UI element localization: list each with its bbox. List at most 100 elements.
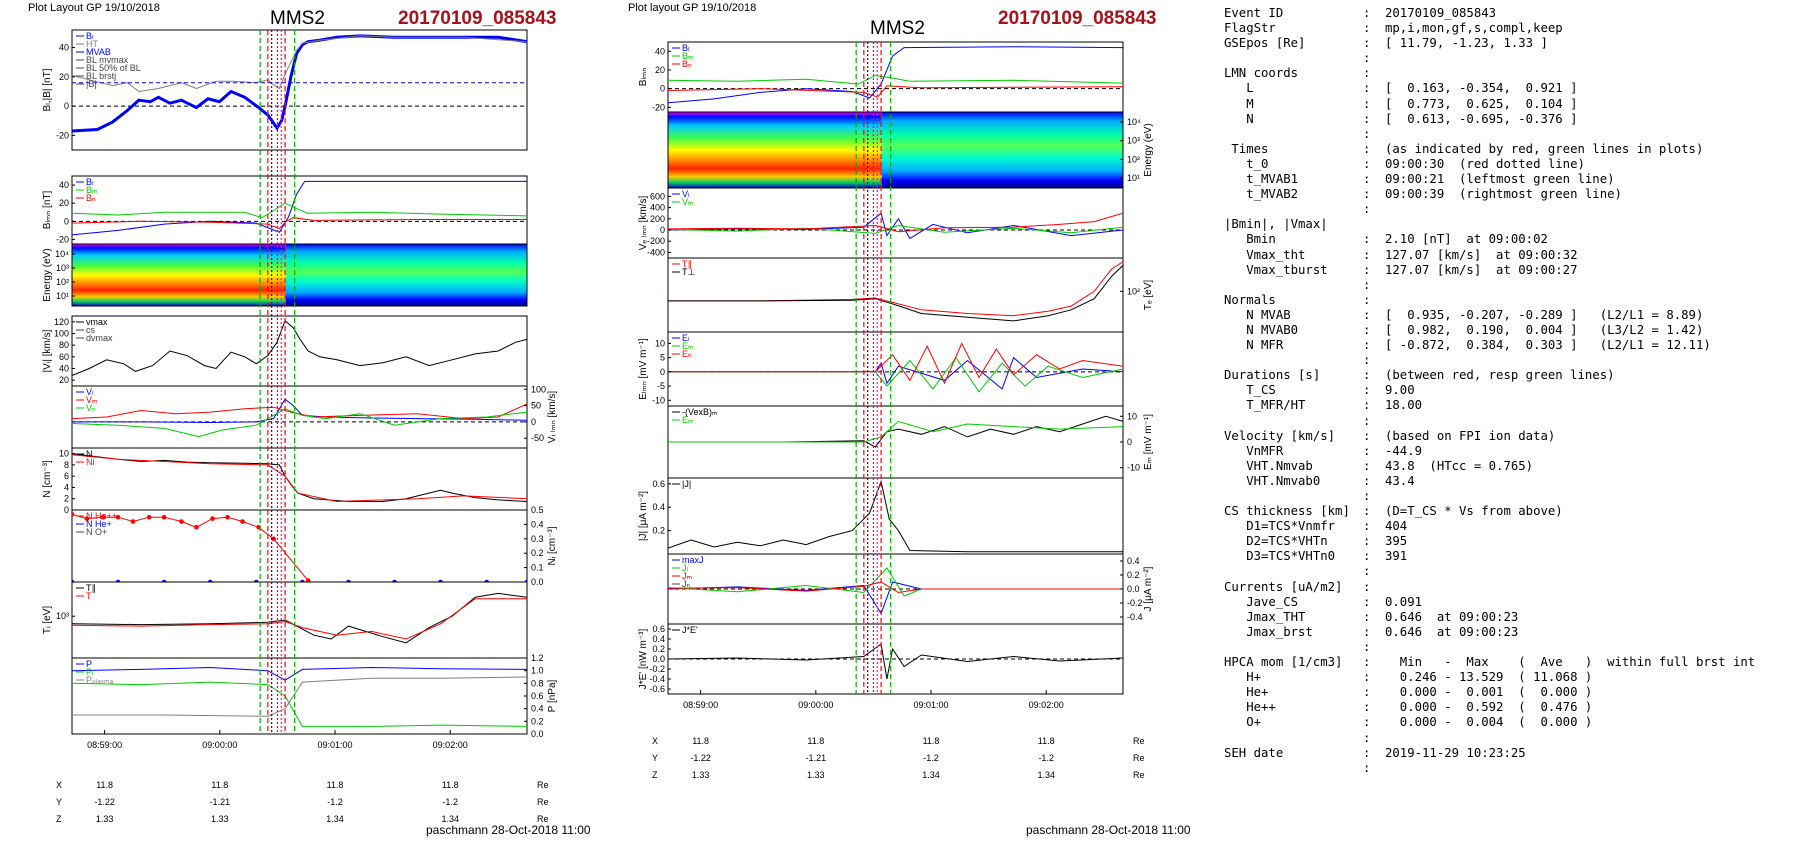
xtick-1: 09:00:00 [798, 700, 833, 710]
info-value: 127.07 [km/s] at 09:00:27 [1385, 262, 1578, 277]
legend-label-vilmn-0: Vₗ [86, 387, 94, 397]
legend-label-je-0: J*E' [682, 625, 698, 635]
ytick-blmn-0: 40 [59, 180, 69, 190]
info-colon: : [1363, 111, 1371, 126]
position-value-0-0: 11.8 [96, 780, 113, 790]
ytick-nhpca-4: 0.1 [531, 563, 544, 573]
info-value: 2.10 [nT] at 09:00:02 [1385, 232, 1548, 247]
info-value: 0.000 - 0.004 ( 0.000 ) [1385, 715, 1593, 730]
position-value-0-0: 11.8 [692, 736, 709, 746]
info-line: Times: (as indicated by red, green lines … [1224, 142, 1800, 157]
legend-label-nhpca-2: N O+ [86, 527, 107, 537]
info-line: t_MVAB2:09:00:39 (rightmost green line) [1224, 187, 1800, 202]
info-colon: : [1363, 655, 1371, 670]
info-line: N MVAB: [ 0.935, -0.207, -0.289 ] (L2/L1 … [1224, 308, 1800, 323]
series-blmn-2 [668, 85, 1123, 98]
info-line: VHT.Nmvab:43.8 (HTcc = 0.765) [1224, 459, 1800, 474]
ytick-elmn-3: -5 [657, 381, 665, 391]
info-line: t_MVAB1:09:00:21 (leftmost green line) [1224, 172, 1800, 187]
info-colon: : [1363, 700, 1371, 715]
ytick-vi-5: 20 [59, 375, 69, 385]
ytick-jlmn-4: -0.4 [1127, 612, 1143, 622]
info-colon: : [1363, 338, 1371, 353]
ytick-elmn-2: 0 [660, 367, 665, 377]
legend-label-em-0: -(VexB)ₘ [682, 407, 718, 417]
legend-label-nhpca-0: N He++ [86, 511, 117, 521]
info-line: Currents [uA/m2]: [1224, 580, 1800, 595]
point-nhpca-1-9 [484, 579, 489, 582]
info-colon: : [1363, 428, 1371, 443]
info-colon: : [1363, 383, 1371, 398]
point-nhpca-1-3 [207, 579, 213, 582]
info-colon: : [1363, 760, 1371, 775]
point-nhpca-0-14 [305, 578, 311, 582]
info-line: FlagStr: mp,i,mon,gf,s,compl,keep [1224, 21, 1800, 36]
info-colon: : [1363, 458, 1371, 473]
ytick-n-3: 4 [64, 482, 69, 492]
point-nhpca-1-6 [346, 579, 351, 582]
info-line: He++: 0.000 - 0.592 ( 0.476 ) [1224, 700, 1800, 715]
ytick-em-0: 10 [1127, 411, 1137, 421]
ytick-j-1: 0.4 [652, 502, 665, 512]
ytick-n-1: 8 [64, 460, 69, 470]
legend-label-ti-0: T∥ [86, 583, 96, 593]
info-colon: : [1363, 141, 1371, 156]
info-line: : [1224, 202, 1800, 217]
position-label-1: Y [56, 797, 62, 807]
ytick-je-3: 0.0 [652, 654, 665, 664]
ytick-ve-4: -200 [647, 236, 665, 246]
position-value-2-1: 1.33 [807, 770, 825, 780]
series-ve-2 [668, 212, 1123, 233]
legend-label-n-1: Ni [86, 457, 95, 467]
info-colon: : [1363, 519, 1371, 534]
ytick-j-2: 0.2 [652, 526, 665, 536]
ytick-em-2: -10 [1127, 463, 1140, 473]
ytick-ve-5: -400 [647, 247, 665, 257]
info-colon: : [1363, 322, 1371, 337]
info-value: 391 [1385, 549, 1408, 564]
info-line: : [1224, 564, 1800, 579]
series-blmn-1 [72, 202, 527, 219]
panel-frame [71, 315, 528, 387]
info-value: 20170109_085843 [1385, 6, 1497, 20]
legend-label-bl-3: BL mvmax [86, 55, 129, 65]
series-jlmn-0 [668, 581, 1123, 615]
ytick-je-5: -0.4 [649, 674, 665, 684]
series-blmn-0 [668, 46, 1123, 104]
info-key: FlagStr [1224, 21, 1276, 36]
info-value: 395 [1385, 534, 1408, 549]
info-colon: : [1363, 6, 1371, 20]
spacecraft-title-left: MMS2 [270, 8, 325, 29]
ytick-elmn-4: -10 [652, 395, 665, 405]
info-key: Times [1224, 141, 1269, 156]
info-colon: : [1363, 398, 1371, 413]
info-key: Jave_CS [1224, 594, 1299, 609]
info-value: 0.091 [1385, 594, 1423, 609]
ytick-vilmn-3: -50 [531, 433, 544, 443]
info-colon: : [1363, 534, 1371, 549]
ylabel-spec: Energy (eV) [1143, 123, 1154, 176]
point-nhpca-0-5 [146, 514, 152, 520]
xtick-0: 08:59:00 [683, 700, 718, 710]
series-p-2 [72, 676, 527, 717]
position-value-1-0: -1.22 [94, 797, 115, 807]
info-colon: : [1363, 594, 1371, 609]
legend-label-ti-1: T [86, 591, 92, 601]
xtick-1: 09:00:00 [202, 740, 237, 750]
info-colon: : [1363, 639, 1371, 654]
info-key: GSEpos [Re] [1224, 36, 1306, 51]
info-key: Jmax_brst [1224, 624, 1313, 639]
position-value-2-2: 1.34 [922, 770, 940, 780]
series-je-0 [668, 643, 1123, 680]
info-value: 09:00:39 (rightmost green line) [1385, 187, 1622, 202]
info-colon: : [1363, 202, 1371, 217]
info-colon: : [1363, 579, 1371, 594]
info-value: 09:00:30 (red dotted line) [1385, 156, 1585, 171]
info-line: SEH date:2019-11-29 10:23:25 [1224, 746, 1800, 761]
info-line: : [1224, 51, 1800, 66]
info-line: Velocity [km/s]: (based on FPI ion data) [1224, 429, 1800, 444]
